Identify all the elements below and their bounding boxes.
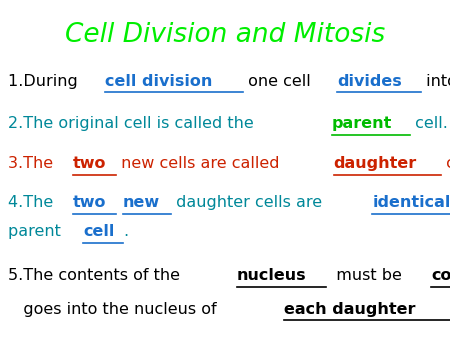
Text: into: into [421, 74, 450, 89]
Text: parent: parent [332, 116, 392, 131]
Text: cells.: cells. [441, 156, 450, 171]
Text: cell: cell [83, 224, 114, 239]
Text: goes into the nucleus of: goes into the nucleus of [8, 302, 222, 317]
Text: two: two [73, 156, 107, 171]
Text: nucleus: nucleus [237, 268, 306, 283]
Text: parent: parent [8, 224, 66, 239]
Text: 1.During: 1.During [8, 74, 83, 89]
Text: each daughter: each daughter [284, 302, 415, 317]
Text: new cells are called: new cells are called [116, 156, 285, 171]
Text: must be: must be [327, 268, 408, 283]
Text: 4.The: 4.The [8, 195, 58, 210]
Text: .: . [123, 224, 129, 239]
Text: 3.The: 3.The [8, 156, 58, 171]
Text: one cell: one cell [243, 74, 316, 89]
Text: identical: identical [373, 195, 450, 210]
Text: Cell Division and Mitosis: Cell Division and Mitosis [65, 23, 385, 48]
Text: daughter cells are: daughter cells are [171, 195, 327, 210]
Text: two: two [73, 195, 107, 210]
Text: divides: divides [338, 74, 402, 89]
Text: 5.The contents of the: 5.The contents of the [8, 268, 185, 283]
Text: new: new [123, 195, 160, 210]
Text: cell.: cell. [410, 116, 448, 131]
Text: copied: copied [431, 268, 450, 283]
Text: 2.The original cell is called the: 2.The original cell is called the [8, 116, 259, 131]
Text: cell division: cell division [105, 74, 212, 89]
Text: daughter: daughter [334, 156, 417, 171]
